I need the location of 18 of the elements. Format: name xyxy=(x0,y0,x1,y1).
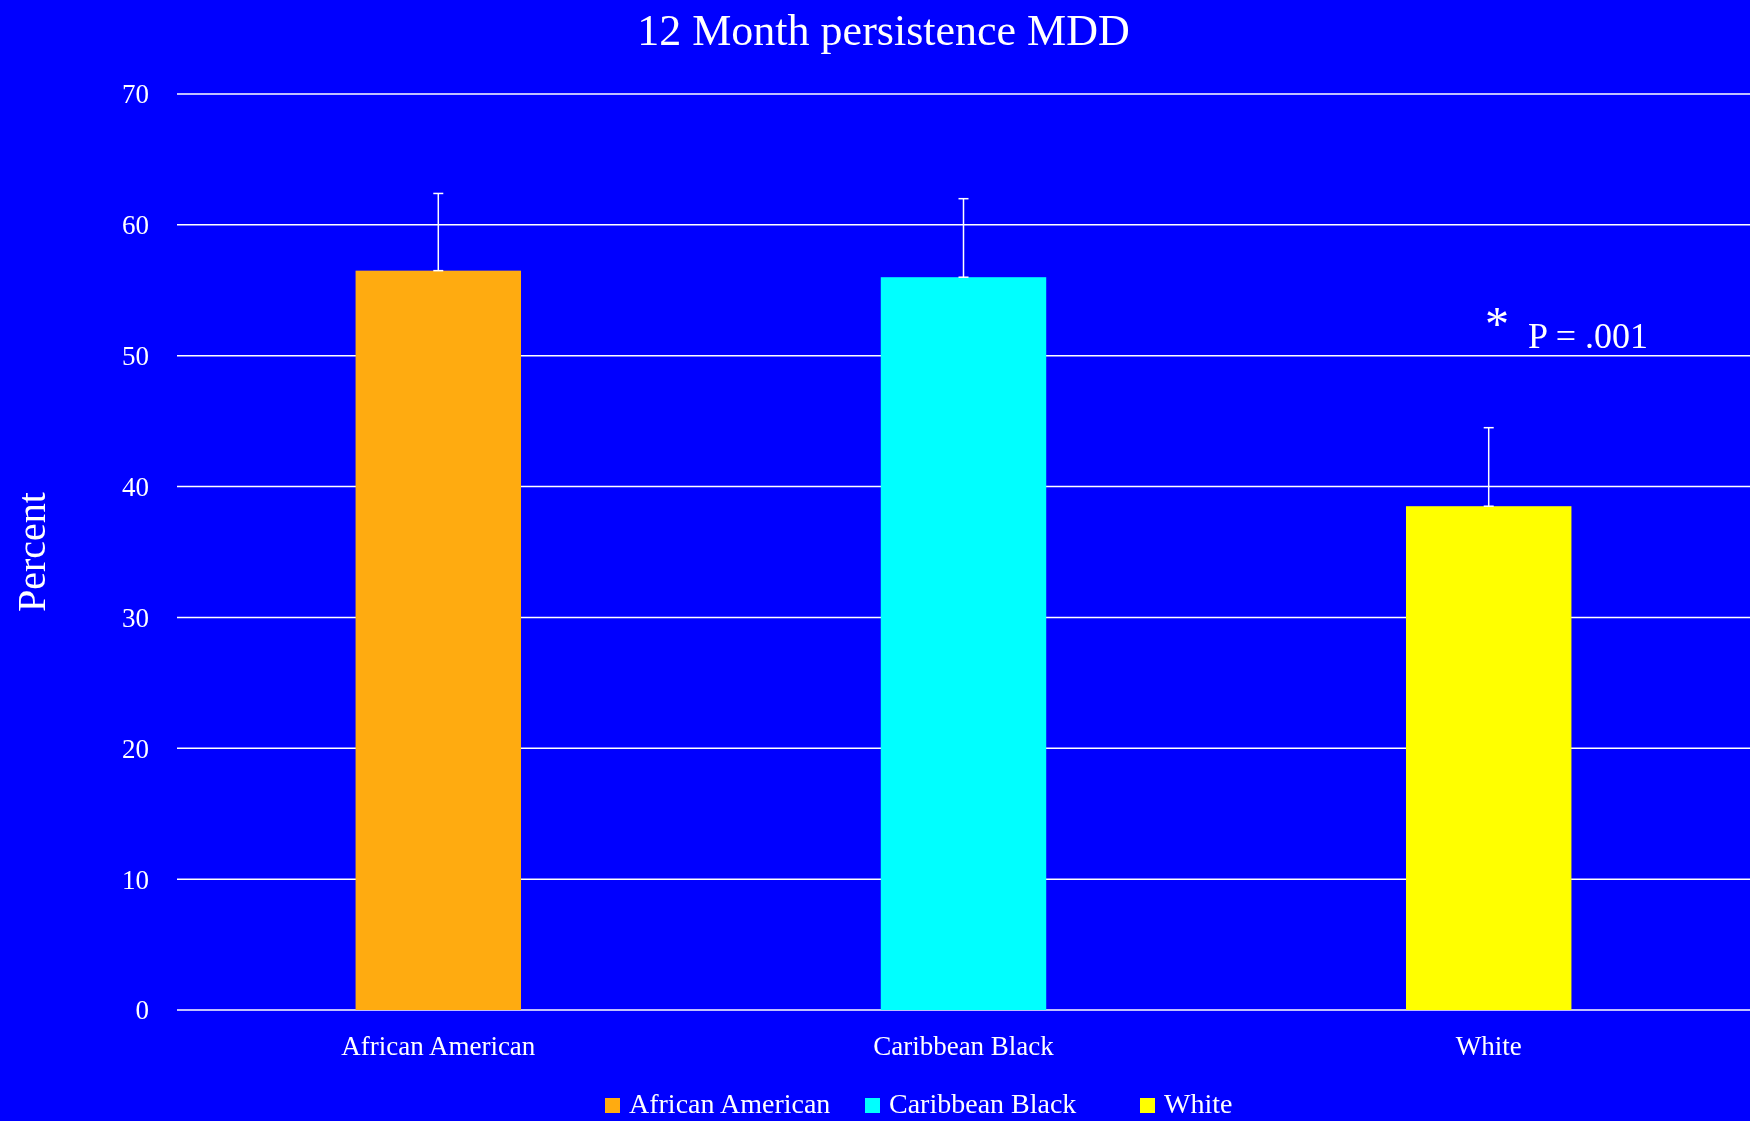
y-tick-label: 50 xyxy=(122,341,149,372)
y-tick-label: 30 xyxy=(122,602,149,633)
legend-label: Caribbean Black xyxy=(889,1088,1077,1119)
y-tick-label: 10 xyxy=(122,864,149,895)
annotation: * xyxy=(1485,297,1509,350)
y-axis-title: Percent xyxy=(9,492,54,612)
y-tick-label: 20 xyxy=(122,733,149,764)
legend-label: African American xyxy=(629,1088,831,1119)
y-tick-label: 0 xyxy=(135,995,149,1026)
annotation: P = .001 xyxy=(1528,316,1648,356)
chart-title: 12 Month persistence MDD xyxy=(637,6,1130,55)
y-tick-label: 40 xyxy=(122,472,149,503)
y-tick-label: 70 xyxy=(122,79,149,110)
x-tick-label: African American xyxy=(341,1031,536,1061)
y-tick-label: 60 xyxy=(122,210,149,241)
legend-label: White xyxy=(1164,1088,1233,1119)
x-tick-label: White xyxy=(1455,1031,1522,1061)
x-tick-label: Caribbean Black xyxy=(873,1031,1055,1061)
